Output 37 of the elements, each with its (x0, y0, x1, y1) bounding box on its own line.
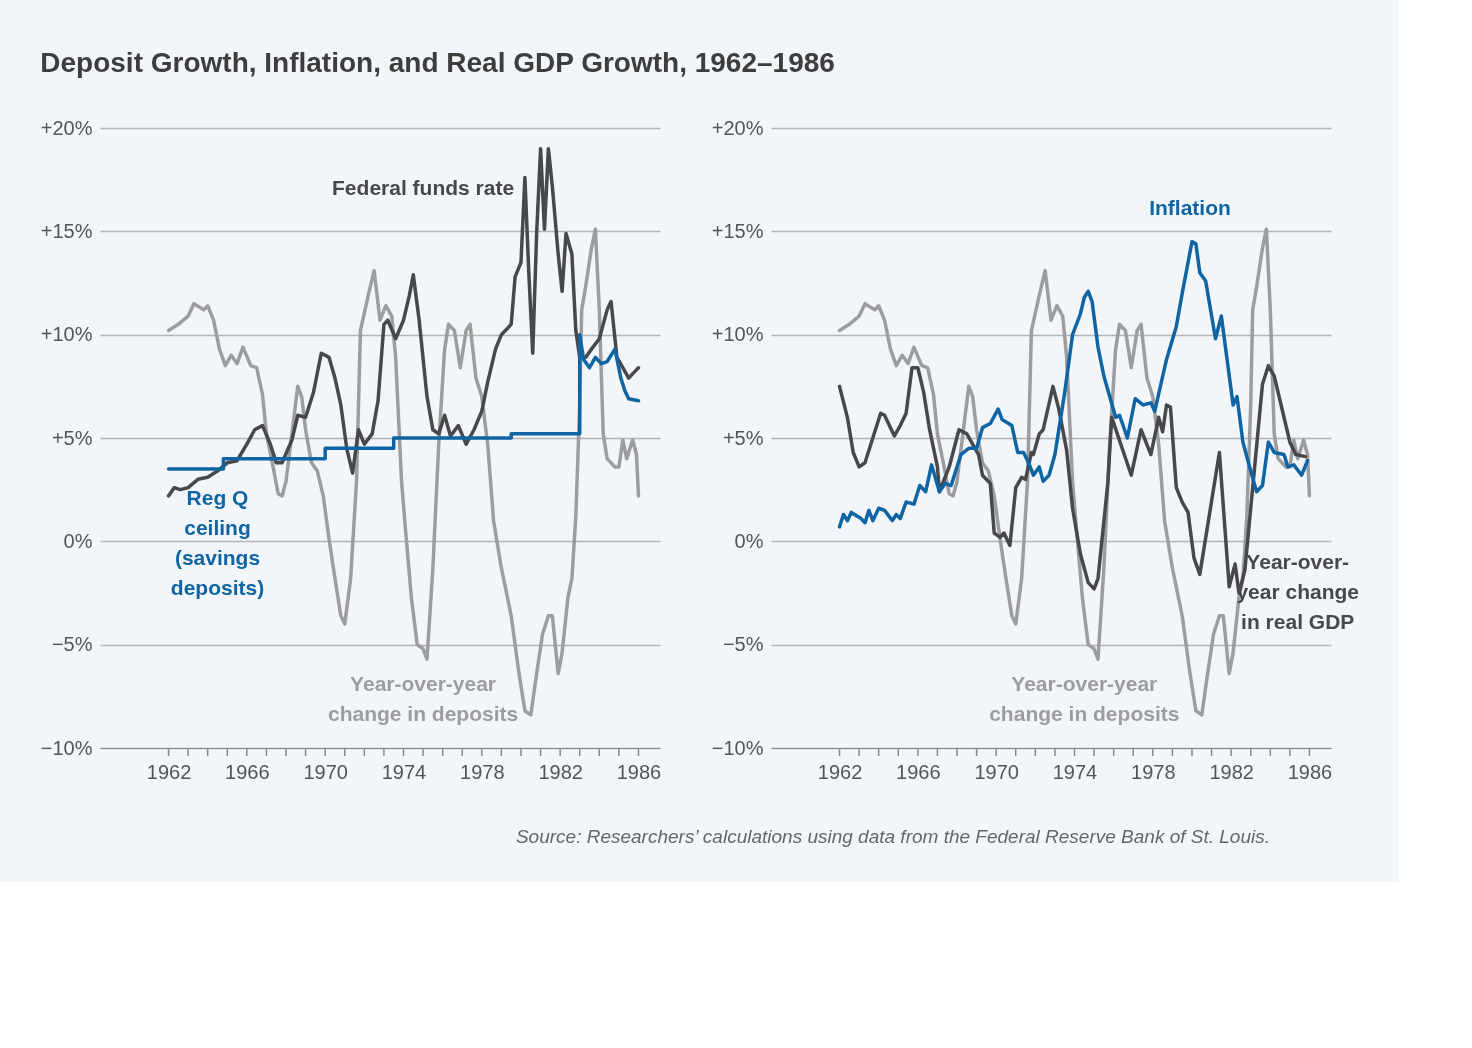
chart-title: Deposit Growth, Inflation, and Real GDP Growth, 1962–1986 (40, 47, 835, 78)
x-tick-label: 1986 (1287, 760, 1333, 783)
series-label: Federal funds rate (332, 175, 515, 199)
y-tick-label: +10% (711, 323, 764, 346)
y-tick-label: +10% (40, 323, 93, 346)
y-tick-label: −5% (51, 633, 93, 656)
x-tick-label: 1982 (538, 760, 583, 783)
series-label: Inflation (1149, 196, 1231, 220)
y-tick-label: +15% (40, 219, 93, 242)
x-tick-label: 1974 (381, 760, 427, 783)
x-tick-label: 1978 (460, 760, 505, 783)
y-tick-label: +20% (40, 116, 93, 139)
x-tick-label: 1962 (817, 760, 863, 783)
y-tick-label: 0% (63, 529, 93, 552)
x-tick-label: 1966 (225, 760, 270, 783)
x-tick-label: 1962 (146, 760, 192, 783)
line-series (166, 332, 641, 471)
y-tick-label: 0% (734, 529, 764, 552)
x-tick-label: 1986 (616, 760, 662, 783)
x-tick-label: 1978 (1131, 760, 1176, 783)
x-tick-label: 1970 (303, 760, 348, 783)
x-tick-label: 1970 (974, 760, 1019, 783)
source-note: Source: Researchers’ calculations using data from the Federal Reserve Bank of St. Louis. (515, 826, 1270, 847)
y-tick-label: +15% (711, 219, 764, 242)
series-label: Year-over-year change in deposits (327, 671, 519, 725)
y-tick-label: −10% (711, 736, 764, 759)
x-tick-label: 1982 (1209, 760, 1254, 783)
y-tick-label: −5% (722, 633, 764, 656)
x-tick-label: 1974 (1052, 760, 1098, 783)
series-label: Year-over-year change in deposits (989, 671, 1180, 725)
x-tick-label: 1966 (896, 760, 941, 783)
y-tick-label: +20% (711, 116, 764, 139)
y-tick-label: +5% (722, 426, 764, 449)
y-tick-label: +5% (51, 426, 93, 449)
y-tick-label: −10% (40, 736, 93, 759)
series-label: Reg Q ceiling (savings deposits) (170, 485, 265, 599)
line-series (837, 239, 1310, 529)
